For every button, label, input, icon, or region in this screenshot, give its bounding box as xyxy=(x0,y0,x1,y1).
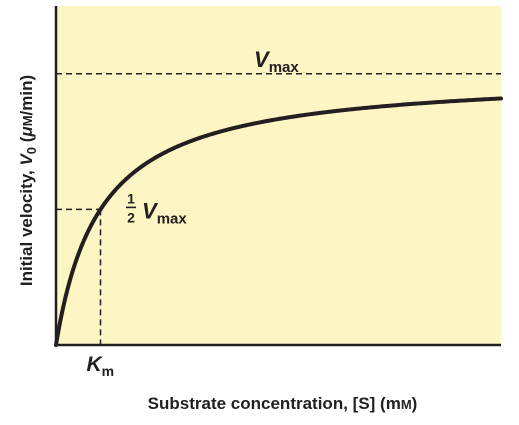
guide-lines xyxy=(56,73,501,345)
half-vmax-v-main: V xyxy=(142,198,159,223)
vmax-v: V xyxy=(254,47,271,72)
vmax-label: Vmax xyxy=(254,47,299,76)
km-sub: m xyxy=(102,363,114,379)
y-label-v: V xyxy=(17,153,36,166)
x-axis-label: Substrate concentration, [S] (mM) xyxy=(148,394,418,413)
km-label: Km xyxy=(87,353,115,379)
x-label-main: Substrate concentration, [S] (m xyxy=(148,394,401,413)
half-vmax-label: 1 2 Vmax xyxy=(126,190,187,227)
y-label-unit: M xyxy=(20,115,35,126)
y-label-mu: μ xyxy=(17,126,36,138)
x-label-close: ) xyxy=(412,394,418,413)
half-denominator: 2 xyxy=(127,209,135,225)
y-label-main: Initial velocity, xyxy=(17,166,36,287)
half-vmax-v: Vmax xyxy=(142,198,187,227)
half-numerator: 1 xyxy=(127,190,135,206)
vmax-sub: max xyxy=(269,59,300,76)
plot-area xyxy=(56,6,501,345)
km-k: K xyxy=(87,353,104,376)
half-vmax-sub: max xyxy=(157,210,188,227)
michaelis-menten-curve xyxy=(54,96,503,347)
y-label-open: ( xyxy=(17,136,36,147)
y-label-rest: /min) xyxy=(17,75,36,116)
y-axis-label: Initial velocity, V0 (μM/min) xyxy=(17,75,39,286)
y-label-v-sub: 0 xyxy=(24,147,39,154)
x-label-unit: M xyxy=(401,397,412,412)
